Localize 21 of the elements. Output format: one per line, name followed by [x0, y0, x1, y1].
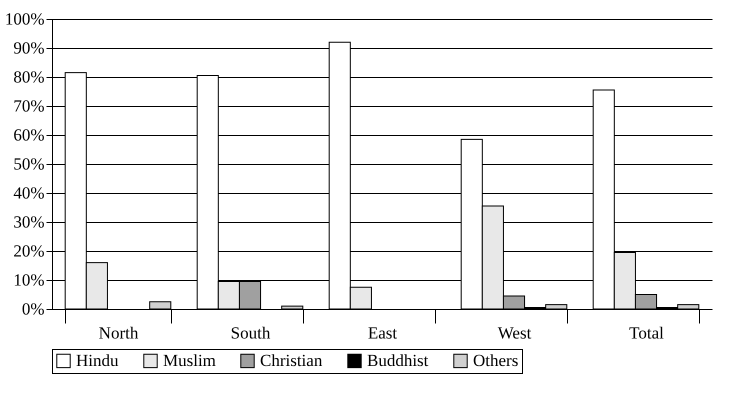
y-tick-label: 80%: [13, 68, 44, 86]
legend-label: Others: [473, 350, 518, 370]
y-tick-label: 0%: [22, 300, 44, 318]
y-tick-label: 100%: [4, 10, 44, 28]
x-tick-label: North: [98, 324, 139, 342]
legend-label: Muslim: [163, 350, 216, 370]
legend-label: Buddhist: [367, 350, 429, 370]
x-tick-label: East: [368, 324, 398, 342]
y-tick-label: 50%: [13, 154, 44, 174]
y-tick-label: 30%: [13, 212, 44, 232]
y-tick-label: 70%: [13, 96, 44, 116]
legend-label: Christian: [260, 350, 323, 370]
x-tick-label: West: [498, 324, 532, 342]
y-tick-label: 10%: [13, 270, 44, 290]
y-tick-label: 40%: [13, 184, 44, 202]
y-tick-label: 90%: [13, 38, 44, 58]
x-tick-label: Total: [629, 324, 664, 342]
y-tick-label: 20%: [13, 242, 44, 260]
y-tick-label: 60%: [13, 126, 44, 144]
legend-label: Hindu: [76, 350, 119, 370]
x-tick-label: South: [230, 324, 271, 342]
